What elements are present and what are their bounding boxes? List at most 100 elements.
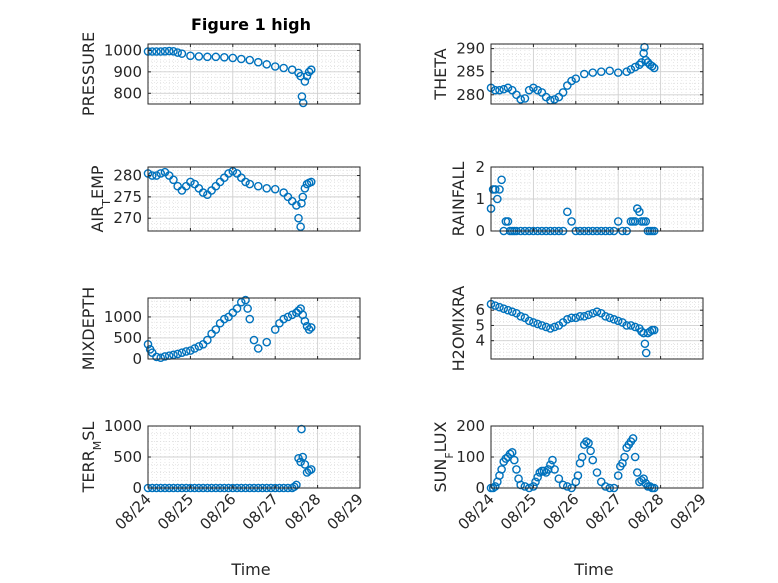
data-point — [249, 335, 259, 345]
data-point — [270, 62, 280, 71]
data-point — [296, 71, 305, 81]
data-point — [164, 46, 174, 56]
data-point — [647, 61, 657, 71]
data-point — [499, 84, 509, 94]
data-point — [601, 482, 610, 491]
data-point — [152, 47, 161, 56]
y-tick-label: 290 — [456, 40, 485, 58]
y-tick-label: 0 — [475, 222, 485, 240]
data-point — [613, 471, 623, 480]
data-point — [533, 319, 542, 329]
axes-box — [490, 297, 704, 360]
data-point — [533, 472, 542, 482]
y-tick-label: 280 — [456, 86, 485, 104]
y-tick-label: 500 — [113, 448, 142, 466]
data-point — [495, 302, 504, 312]
y-axis-label: PRESSURE — [79, 32, 98, 116]
y-tick-label: 0 — [132, 479, 142, 497]
right-x-axis-title-group: Time — [573, 560, 613, 579]
data-point — [588, 455, 598, 465]
y-axis-label-main: PRESSURE — [79, 32, 98, 116]
data-point — [628, 434, 638, 443]
axes-box — [490, 43, 704, 105]
x-tick-label: 08/29 — [324, 490, 367, 533]
data-point — [626, 65, 636, 74]
data-point — [529, 318, 538, 327]
data-point — [203, 52, 212, 62]
y-tick-label: 1000 — [104, 417, 142, 435]
data-point — [543, 465, 553, 474]
x-axis-label-left: Time — [230, 560, 270, 579]
data-point — [294, 213, 303, 223]
data-point — [630, 452, 640, 462]
subplot-mixdepth: 0 500 1000 MIXDEPTH — [79, 287, 361, 370]
data-point — [169, 350, 178, 360]
data-point — [605, 66, 615, 76]
data-point — [507, 448, 517, 457]
axes-box — [147, 43, 361, 105]
y-tick-label: 285 — [456, 63, 485, 81]
data-point — [571, 74, 581, 83]
data-point — [533, 85, 542, 95]
y-tick-label: 6 — [475, 301, 485, 319]
data-point — [507, 307, 517, 317]
data-point — [613, 217, 623, 226]
y-axis-label-main: AIR — [88, 206, 107, 233]
y-tick-label: 0 — [132, 350, 142, 368]
data-point — [156, 353, 166, 363]
data-point — [567, 217, 576, 226]
data-point — [516, 95, 525, 104]
data-point — [571, 313, 581, 323]
data-point — [503, 217, 513, 226]
data-point — [186, 346, 195, 355]
subplot-rainfall: 0 1 2 RAINFALL — [449, 158, 704, 240]
data-point — [186, 51, 195, 61]
data-point — [298, 452, 308, 462]
data-point — [289, 482, 299, 492]
data-point — [490, 301, 500, 310]
y-tick-label: 900 — [113, 63, 142, 81]
y-axis-label: AIRTEMP — [88, 165, 113, 232]
data-point — [304, 325, 314, 334]
y-axis-label-sub: M — [91, 441, 104, 451]
data-point — [245, 55, 255, 65]
y-tick-label: 2 — [475, 158, 485, 176]
x-axis-label-right: Time — [573, 560, 613, 579]
y-tick-label: 275 — [113, 188, 142, 206]
data-point — [507, 85, 517, 95]
data-point — [622, 321, 631, 330]
data-point — [298, 192, 308, 202]
data-point — [592, 307, 602, 317]
y-tick-label: 270 — [113, 209, 142, 227]
data-point — [296, 222, 305, 232]
data-point — [194, 342, 204, 351]
data-point — [262, 184, 272, 193]
data-point — [516, 311, 525, 321]
data-point — [173, 48, 182, 57]
data-point — [592, 468, 602, 477]
data-point — [635, 207, 644, 217]
data-point — [573, 471, 583, 480]
data-point — [588, 68, 598, 77]
data-point — [245, 179, 255, 189]
data-point — [211, 325, 221, 334]
data-point — [558, 88, 568, 97]
data-point — [253, 181, 263, 191]
data-point — [567, 313, 576, 323]
y-axis-label: TERRMSL — [79, 422, 104, 494]
data-point — [550, 465, 559, 474]
data-point — [537, 321, 547, 330]
data-point — [497, 465, 506, 474]
data-point — [181, 347, 191, 356]
y-tick-label: 1000 — [104, 308, 142, 326]
data-point — [554, 92, 564, 102]
data-point — [510, 455, 519, 465]
y-axis-label-sub: F — [443, 452, 456, 458]
data-point — [512, 465, 521, 474]
data-point — [596, 477, 606, 487]
data-point — [548, 455, 557, 465]
data-point — [550, 95, 559, 104]
data-point — [613, 68, 623, 77]
